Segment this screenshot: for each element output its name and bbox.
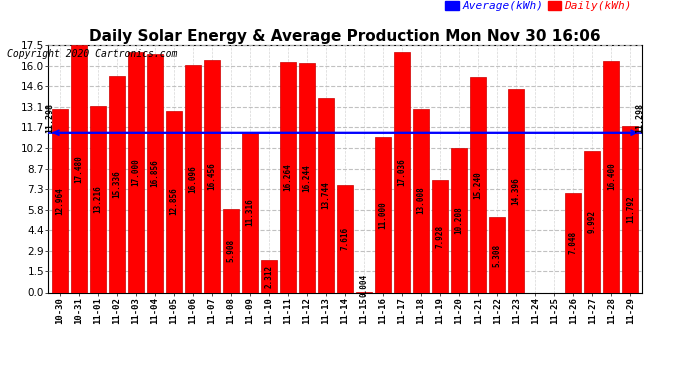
- Text: 2.312: 2.312: [264, 265, 273, 288]
- Text: Copyright 2020 Cartronics.com: Copyright 2020 Cartronics.com: [7, 49, 177, 59]
- Bar: [622, 126, 638, 292]
- Text: 12.856: 12.856: [169, 188, 178, 216]
- Text: 9.992: 9.992: [588, 210, 597, 233]
- Bar: [147, 54, 163, 292]
- Bar: [451, 148, 467, 292]
- Text: 7.616: 7.616: [340, 227, 350, 250]
- Text: 11.298: 11.298: [46, 103, 55, 133]
- Text: 13.744: 13.744: [322, 182, 331, 209]
- Text: 15.336: 15.336: [112, 170, 121, 198]
- Bar: [204, 60, 220, 292]
- Text: 17.000: 17.000: [131, 158, 140, 186]
- Text: 17.036: 17.036: [397, 158, 406, 186]
- Bar: [470, 77, 486, 292]
- Bar: [280, 63, 296, 292]
- Bar: [565, 193, 581, 292]
- Text: 11.792: 11.792: [626, 195, 635, 223]
- Bar: [508, 89, 524, 292]
- Bar: [337, 185, 353, 292]
- Bar: [261, 260, 277, 292]
- Text: 10.208: 10.208: [455, 207, 464, 234]
- Bar: [394, 51, 410, 292]
- Bar: [185, 65, 201, 292]
- Text: 16.456: 16.456: [208, 162, 217, 190]
- Text: 16.400: 16.400: [607, 163, 615, 190]
- Bar: [109, 76, 125, 292]
- Title: Daily Solar Energy & Average Production Mon Nov 30 16:06: Daily Solar Energy & Average Production …: [89, 29, 601, 44]
- Text: 15.240: 15.240: [473, 171, 482, 199]
- Text: 5.908: 5.908: [226, 239, 235, 262]
- Text: 16.856: 16.856: [150, 159, 159, 187]
- Text: 12.964: 12.964: [55, 187, 64, 215]
- Bar: [128, 52, 144, 292]
- Bar: [52, 109, 68, 292]
- Bar: [299, 63, 315, 292]
- Text: 14.396: 14.396: [512, 177, 521, 205]
- Text: 11.316: 11.316: [246, 199, 255, 226]
- Bar: [70, 45, 87, 292]
- Text: 16.244: 16.244: [302, 164, 311, 192]
- Text: 0.004: 0.004: [359, 274, 368, 297]
- Legend: Average(kWh), Daily(kWh): Average(kWh), Daily(kWh): [441, 0, 636, 15]
- Bar: [413, 108, 429, 292]
- Text: 7.048: 7.048: [569, 231, 578, 254]
- Text: 16.264: 16.264: [284, 164, 293, 191]
- Text: 7.928: 7.928: [435, 225, 444, 248]
- Text: 17.480: 17.480: [75, 155, 83, 183]
- Bar: [432, 180, 448, 292]
- Text: 11.298: 11.298: [635, 103, 644, 133]
- Bar: [223, 209, 239, 292]
- Text: 11.000: 11.000: [379, 201, 388, 229]
- Bar: [241, 132, 258, 292]
- Text: 13.008: 13.008: [417, 187, 426, 214]
- Bar: [90, 106, 106, 292]
- Bar: [489, 217, 505, 292]
- Text: 5.308: 5.308: [493, 243, 502, 267]
- Bar: [603, 60, 620, 292]
- Bar: [318, 98, 334, 292]
- Text: 16.096: 16.096: [188, 165, 197, 192]
- Bar: [166, 111, 182, 292]
- Text: 13.216: 13.216: [93, 185, 102, 213]
- Bar: [584, 151, 600, 292]
- Bar: [375, 137, 391, 292]
